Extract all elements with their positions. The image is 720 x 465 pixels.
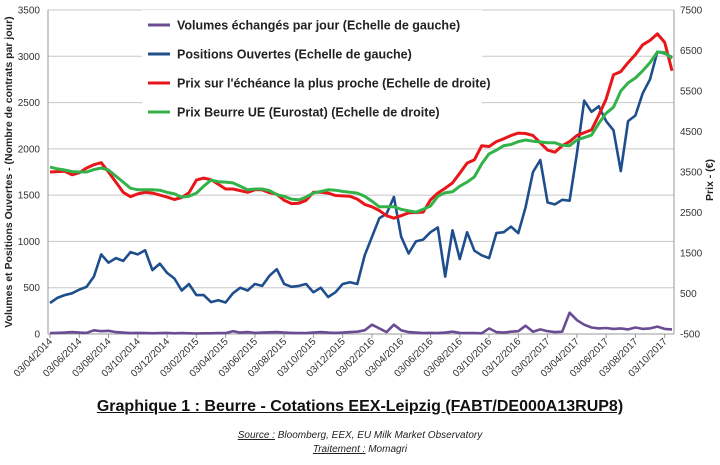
left-axis-title: Volumes et Positions Ouvertes - (Nombre …	[3, 16, 15, 327]
left-tick-label: 500	[23, 283, 40, 294]
chart-title-text: Graphique 1 : Beurre - Cotations EEX-Lei…	[96, 398, 624, 415]
left-axis-ticks: 0 500 1000 1500 2000 2500 3000 3500	[18, 6, 41, 341]
positions-line	[49, 50, 673, 305]
legend-entry: Prix Beurre UE (Eurostat) (Echelle de dr…	[177, 106, 440, 120]
legend-entry: Prix sur l'échéance la plus proche (Eche…	[177, 77, 491, 91]
right-tick-label: 1500	[680, 249, 703, 260]
series-lines	[49, 32, 674, 335]
left-tick-label: 1000	[18, 237, 41, 248]
chart: 0 500 1000 1500 2000 2500 3000 3500 -500 500 1500…	[3, 6, 716, 380]
right-axis-title: Prix - (€)	[704, 159, 716, 201]
left-tick-label: 3000	[18, 52, 41, 63]
legend-entry: Volumes échangés par jour (Echelle de ga…	[177, 19, 460, 33]
right-axis-ticks: -500 500 1500 2500 3500 4500 5500 6500 7500	[680, 6, 703, 341]
source-label: Source :	[237, 430, 275, 441]
left-tick-label: 1500	[18, 191, 41, 202]
chart-title: Graphique 1 : Beurre - Cotations EEX-Lei…	[0, 398, 720, 416]
legend: Volumes échangés par jour (Echelle de ga…	[142, 10, 491, 125]
right-tick-label: 4500	[680, 127, 703, 138]
right-tick-label: -500	[680, 330, 700, 341]
right-tick-label: 500	[680, 289, 697, 300]
right-tick-label: 6500	[680, 46, 703, 57]
left-tick-label: 3500	[18, 6, 41, 17]
treatment-text: Momagri	[365, 444, 408, 455]
right-tick-label: 2500	[680, 208, 703, 219]
left-tick-label: 2500	[18, 98, 41, 109]
front-month-price-line	[49, 32, 674, 220]
left-tick-label: 2000	[18, 144, 41, 155]
x-axis-ticks: 03/04/201403/06/201403/08/201403/10/2014…	[12, 334, 670, 380]
volumes-line	[49, 311, 673, 335]
legend-box	[142, 10, 482, 125]
eurostat-price-line	[49, 50, 673, 214]
right-tick-label: 3500	[680, 168, 703, 179]
treatment-label: Traitement :	[312, 444, 366, 455]
source-line: Source : Bloomberg, EEX, EU Milk Market …	[0, 430, 720, 441]
legend-entry: Positions Ouvertes (Echelle de gauche)	[177, 48, 412, 62]
left-tick-label: 0	[34, 330, 40, 341]
source-text: Bloomberg, EEX, EU Milk Market Observato…	[274, 430, 483, 441]
right-tick-label: 7500	[680, 6, 703, 17]
right-tick-label: 5500	[680, 87, 703, 98]
treatment-line: Traitement : Momagri	[0, 444, 720, 455]
